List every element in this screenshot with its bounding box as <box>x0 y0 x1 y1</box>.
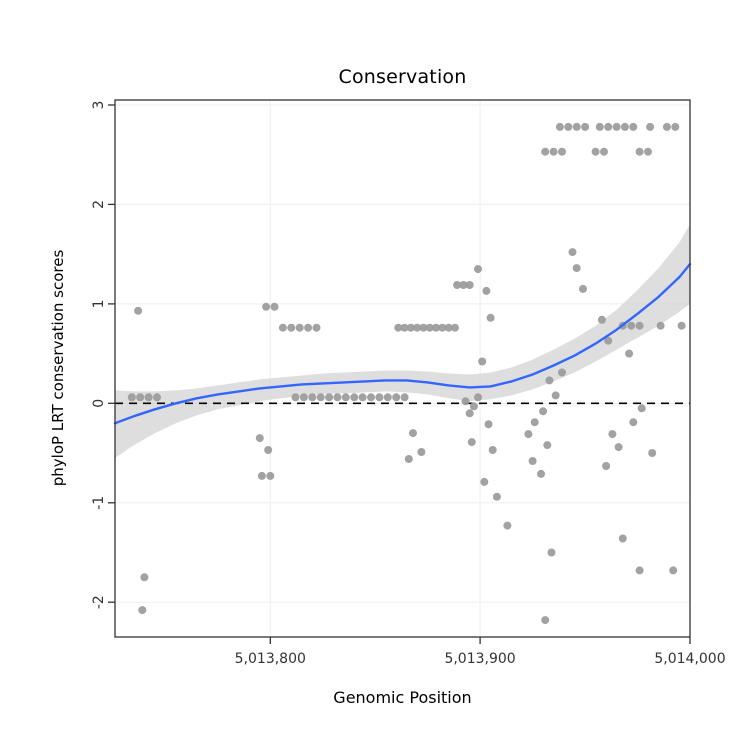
chart-title: Conservation <box>338 66 467 88</box>
svg-text:5,013,900: 5,013,900 <box>444 651 515 667</box>
x-axis-label: Genomic Position <box>333 688 472 707</box>
svg-text:0: 0 <box>91 399 107 408</box>
svg-text:-1: -1 <box>91 496 107 510</box>
svg-text:1: 1 <box>91 299 107 308</box>
svg-text:3: 3 <box>91 101 107 110</box>
y-axis-label: phyloP LRT conservation scores <box>49 249 67 487</box>
svg-text:5,014,000: 5,014,000 <box>654 651 725 667</box>
svg-text:-2: -2 <box>91 595 107 609</box>
svg-text:5,013,800: 5,013,800 <box>235 651 306 667</box>
svg-text:2: 2 <box>91 200 107 209</box>
